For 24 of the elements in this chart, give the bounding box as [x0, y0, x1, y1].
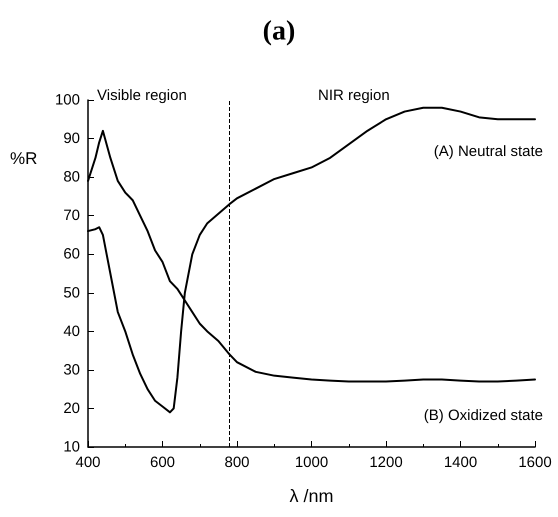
y-tick-label: 70	[63, 207, 80, 224]
y-tick-label: 20	[63, 400, 80, 417]
x-tick-label: 1600	[518, 454, 552, 471]
series-label: (B) Oxidized state	[424, 407, 543, 424]
y-tick-label: 40	[63, 322, 80, 340]
annotation: Visible region	[97, 87, 187, 104]
series-label: (A) Neutral state	[434, 142, 543, 160]
x-axis-title: λ /nm	[289, 486, 334, 506]
x-tick-label: 1000	[294, 454, 328, 471]
y-tick-label: 80	[63, 168, 80, 186]
x-tick-label: 400	[75, 454, 101, 471]
x-tick-label: 600	[150, 454, 176, 471]
annotation: NIR region	[318, 87, 390, 104]
y-tick-label: 60	[63, 246, 80, 263]
y-tick-label: 30	[63, 361, 80, 378]
y-tick-label: 90	[63, 130, 80, 148]
y-axis-title: %R	[10, 149, 38, 168]
x-tick-label: 800	[224, 454, 250, 471]
y-tick-label: 50	[63, 284, 80, 302]
x-tick-label: 1200	[369, 454, 403, 471]
y-tick-label: 10	[63, 438, 80, 456]
x-tick-label: 1400	[444, 454, 478, 471]
y-tick-label: 100	[54, 92, 80, 108]
chart-title: (a)	[262, 16, 296, 46]
